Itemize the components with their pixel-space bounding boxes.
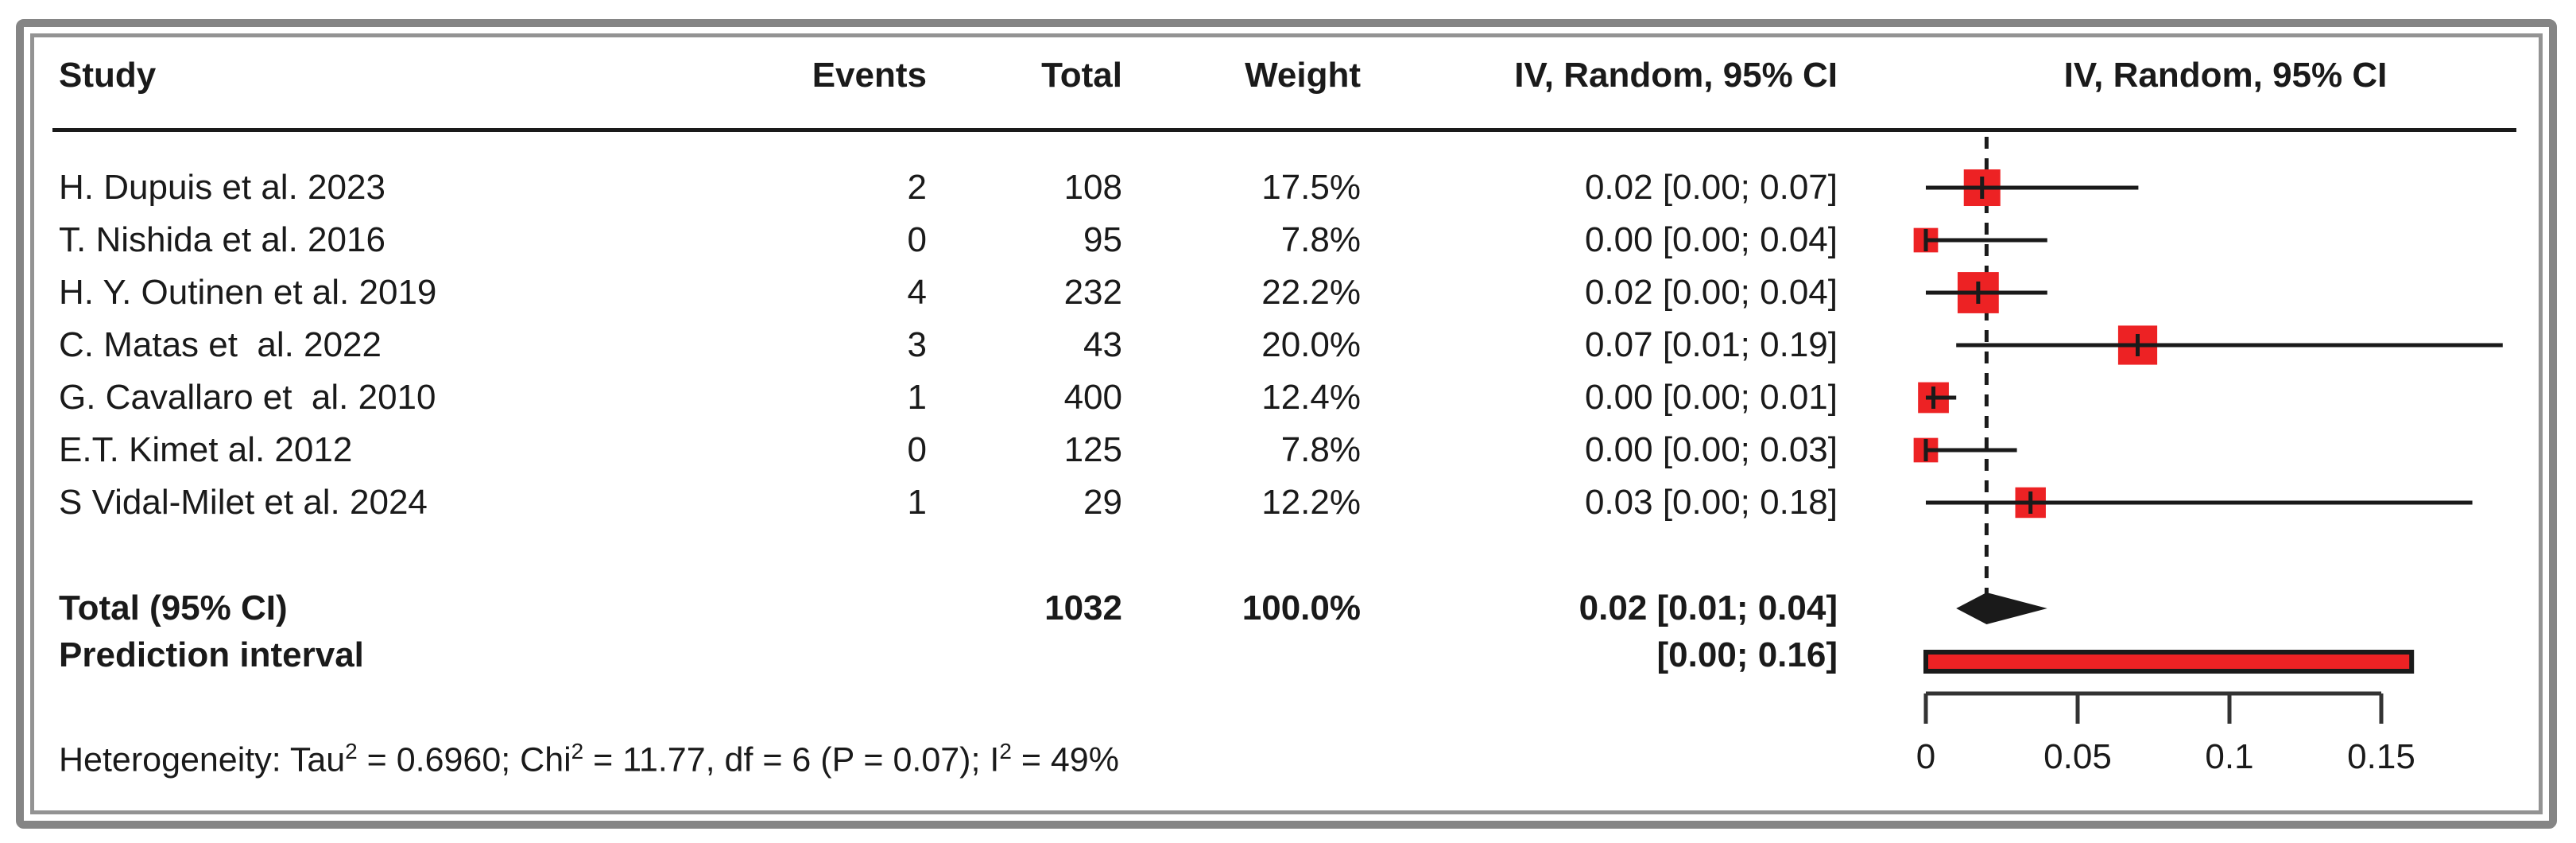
total-value: 125 (1063, 430, 1122, 469)
total-value: 108 (1063, 168, 1122, 207)
column-header-events: Events (812, 56, 927, 95)
heterogeneity-text: = 0.6960; Chi (357, 740, 571, 779)
prediction-row-label: Prediction interval (59, 635, 364, 674)
column-header-weight: Weight (1245, 56, 1361, 95)
study-name: H. Y. Outinen et al. 2019 (59, 273, 437, 312)
column-header-total: Total (1041, 56, 1122, 95)
ci-value: 0.00 [0.00; 0.01] (1584, 378, 1838, 417)
figure-frame-outer (16, 19, 2557, 829)
column-header-study: Study (59, 56, 157, 95)
study-name: T. Nishida et al. 2016 (59, 220, 385, 259)
column-header-ci: IV, Random, 95% CI (1514, 56, 1838, 95)
x-axis-tick-label: 0.15 (2347, 737, 2415, 776)
x-axis-tick-label: 0.05 (2043, 737, 2112, 776)
weight-value: 7.8% (1280, 220, 1361, 259)
column-header-plot: IV, Random, 95% CI (2063, 56, 2388, 95)
total-value: 95 (1083, 220, 1122, 259)
study-name: C. Matas et al. 2022 (59, 325, 382, 364)
ci-value: 0.02 [0.00; 0.07] (1584, 168, 1838, 207)
heterogeneity-text: = 49% (1011, 740, 1119, 779)
x-axis-tick-label: 0 (1916, 737, 1936, 776)
superscript-2: 2 (571, 739, 584, 764)
ci-value: 0.03 [0.00; 0.18] (1584, 483, 1838, 522)
heterogeneity-text: = 11.77, df = 6 (P = 0.07); I (583, 740, 1000, 779)
heterogeneity-text: Heterogeneity: Tau (59, 740, 346, 779)
weight-value: 12.2% (1261, 483, 1361, 522)
events-value: 1 (907, 483, 927, 522)
figure-frame-inner (30, 33, 2543, 814)
total-value: 29 (1083, 483, 1122, 522)
prediction-interval-bar (1923, 650, 2415, 674)
total-row-ci: 0.02 [0.01; 0.04] (1579, 589, 1838, 627)
ci-value: 0.00 [0.00; 0.04] (1584, 220, 1838, 259)
events-value: 0 (907, 220, 927, 259)
events-value: 1 (907, 378, 927, 417)
study-name: E.T. Kimet al. 2012 (59, 430, 353, 469)
weight-value: 7.8% (1280, 430, 1361, 469)
superscript-2: 2 (999, 739, 1012, 764)
total-value: 43 (1083, 325, 1122, 364)
study-name: S Vidal-Milet et al. 2024 (59, 483, 428, 522)
superscript-2: 2 (345, 739, 358, 764)
header-rule (52, 128, 2516, 132)
events-value: 2 (907, 168, 927, 207)
weight-value: 12.4% (1261, 378, 1361, 417)
heterogeneity-note: Heterogeneity: Tau2 = 0.6960; Chi2 = 11.… (59, 739, 1119, 780)
events-value: 3 (907, 325, 927, 364)
weight-value: 17.5% (1261, 168, 1361, 207)
total-row-label: Total (95% CI) (59, 589, 288, 627)
study-name: G. Cavallaro et al. 2010 (59, 378, 436, 417)
events-value: 4 (907, 273, 927, 312)
ci-value: 0.02 [0.00; 0.04] (1584, 273, 1838, 312)
weight-value: 22.2% (1261, 273, 1361, 312)
pooled-diamond (1956, 592, 2047, 624)
events-value: 0 (907, 430, 927, 469)
ci-value: 0.00 [0.00; 0.03] (1584, 430, 1838, 469)
ci-value: 0.07 [0.01; 0.19] (1584, 325, 1838, 364)
study-name: H. Dupuis et al. 2023 (59, 168, 385, 207)
prediction-row-ci: [0.00; 0.16] (1656, 635, 1838, 674)
total-row-weight: 100.0% (1242, 589, 1361, 627)
total-value: 400 (1063, 378, 1122, 417)
total-row-total: 1032 (1044, 589, 1122, 627)
weight-value: 20.0% (1261, 325, 1361, 364)
x-axis-tick-label: 0.1 (2205, 737, 2254, 776)
total-value: 232 (1063, 273, 1122, 312)
